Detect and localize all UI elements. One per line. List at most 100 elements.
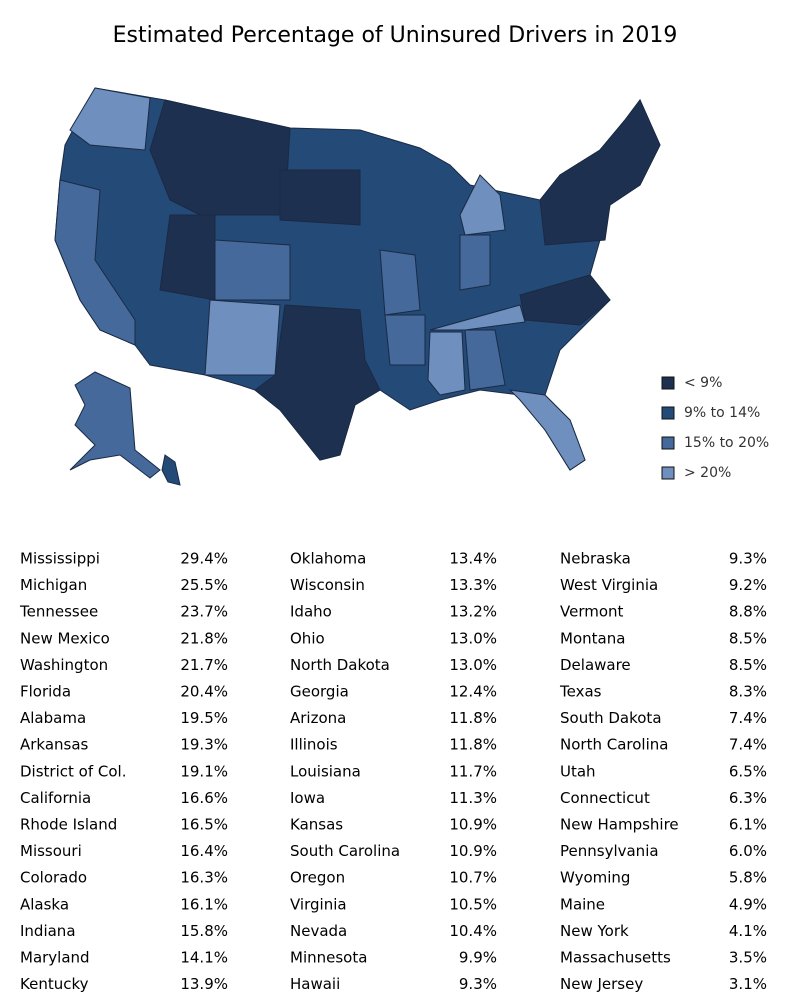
state-name: California [20,789,91,807]
state-name: Missouri [20,842,82,860]
state-value: 16.4% [180,842,228,860]
state-name: Georgia [290,683,349,701]
state-name: Iowa [290,789,325,807]
state-name: Montana [560,629,625,647]
state-name: Nevada [290,922,347,940]
mid-region [214,239,291,301]
state-value: 11.8% [449,709,497,727]
state-name: Connecticut [560,789,650,807]
legend-swatch [661,376,675,390]
hawaii [161,454,181,486]
dark-region [539,99,661,246]
state-name: Illinois [290,736,338,754]
legend: < 9% 9% to 14% 15% to 20% > 20% [661,375,769,481]
state-value: 19.3% [180,736,228,754]
state-name: Wisconsin [290,576,365,594]
us-map [54,87,661,486]
state-name: Alaska [20,895,69,913]
state-value: 10.7% [449,869,497,887]
state-name: Massachusetts [560,949,671,967]
state-value: 19.5% [180,709,228,727]
state-name: Pennsylvania [560,842,659,860]
state-name: Florida [20,683,71,701]
state-value: 10.9% [449,842,497,860]
state-value: 11.7% [449,762,497,780]
legend-label: < 9% [684,375,722,391]
state-value: 7.4% [729,736,767,754]
alaska [69,371,161,479]
state-name: Arizona [290,709,346,727]
dark-region [149,99,291,216]
light-region [204,299,281,376]
state-value: 3.1% [729,975,767,993]
dark-region [159,214,216,301]
light-region [508,389,586,471]
state-name: Virginia [290,895,347,913]
state-value: 8.5% [729,629,767,647]
state-value: 11.8% [449,736,497,754]
state-value: 5.8% [729,869,767,887]
state-name: Idaho [290,603,332,621]
state-value: 21.7% [180,656,228,674]
state-name: Colorado [20,869,87,887]
dark-region [519,274,611,326]
state-value: 16.5% [180,816,228,834]
state-value: 6.5% [729,762,767,780]
state-value: 13.0% [449,656,497,674]
state-value: 13.0% [449,629,497,647]
state-value: 13.3% [449,576,497,594]
state-value: 8.3% [729,683,767,701]
light-region [429,304,526,331]
state-name: Rhode Island [20,816,117,834]
state-value: 14.1% [180,949,228,967]
state-name: Hawaii [290,975,340,993]
state-value: 11.3% [449,789,497,807]
state-name: Kentucky [20,975,89,993]
state-name: New Jersey [560,975,643,993]
title: Estimated Percentage of Uninsured Driver… [113,23,678,48]
state-name: Texas [559,683,602,701]
state-name: New Hampshire [560,816,679,834]
state-value: 13.2% [449,603,497,621]
legend-swatch [661,436,675,450]
state-name: Maine [560,895,605,913]
light-region [459,174,506,236]
state-name: Alabama [20,709,86,727]
light-region [69,87,151,151]
state-value: 21.8% [180,629,228,647]
state-name: Minnesota [290,949,367,967]
state-name: Delaware [560,656,631,674]
legend-label: 15% to 20% [684,435,769,451]
state-value: 8.5% [729,656,767,674]
mid-region [379,249,421,316]
state-value: 13.4% [449,550,497,568]
state-value: 4.1% [729,922,767,940]
state-value: 7.4% [729,709,767,727]
state-value: 10.9% [449,816,497,834]
state-value: 9.9% [459,949,497,967]
state-value: 6.3% [729,789,767,807]
state-name: Oklahoma [290,550,366,568]
state-value: 6.0% [729,842,767,860]
state-name: Ohio [290,629,325,647]
mid-region [384,314,426,366]
state-name: New Mexico [20,629,110,647]
state-value: 15.8% [180,922,228,940]
state-name: North Dakota [290,656,390,674]
legend-swatch [661,406,675,420]
table: Mississippi 29.4% Michigan 25.5% Tennessee 23… [19,550,767,994]
state-name: Michigan [20,576,87,594]
state-value: 29.4% [180,550,228,568]
state-name: New York [560,922,629,940]
state-name: South Dakota [560,709,662,727]
state-name: North Carolina [560,736,668,754]
state-value: 16.1% [180,895,228,913]
mid-region [54,179,136,346]
state-value: 25.5% [180,576,228,594]
state-value: 6.1% [729,816,767,834]
state-name: Wyoming [560,869,630,887]
state-name: Vermont [560,603,624,621]
state-name: Kansas [290,816,343,834]
state-value: 9.3% [459,975,497,993]
